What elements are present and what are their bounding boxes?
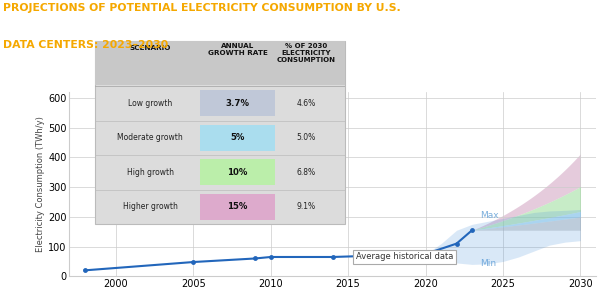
FancyBboxPatch shape — [200, 159, 275, 185]
Text: 5%: 5% — [231, 134, 244, 142]
Text: 3.7%: 3.7% — [226, 99, 249, 108]
Text: 15%: 15% — [228, 202, 247, 212]
FancyBboxPatch shape — [200, 90, 275, 116]
Text: 4.6%: 4.6% — [297, 99, 316, 108]
FancyBboxPatch shape — [200, 125, 275, 151]
Text: Moderate growth: Moderate growth — [117, 134, 183, 142]
Text: Min: Min — [480, 259, 496, 268]
Text: % OF 2030
ELECTRICITY
CONSUMPTION: % OF 2030 ELECTRICITY CONSUMPTION — [277, 43, 336, 63]
Text: SCENARIO: SCENARIO — [129, 45, 171, 51]
FancyBboxPatch shape — [200, 194, 275, 220]
Y-axis label: Electricity Consumption (TWh/y): Electricity Consumption (TWh/y) — [36, 116, 45, 252]
FancyBboxPatch shape — [95, 41, 345, 85]
Text: 10%: 10% — [228, 168, 247, 177]
Text: 9.1%: 9.1% — [297, 202, 316, 212]
Text: PROJECTIONS OF POTENTIAL ELECTRICITY CONSUMPTION BY U.S.: PROJECTIONS OF POTENTIAL ELECTRICITY CON… — [3, 3, 401, 13]
Text: Higher growth: Higher growth — [123, 202, 178, 212]
Text: ANNUAL
GROWTH RATE: ANNUAL GROWTH RATE — [208, 43, 267, 56]
Text: DATA CENTERS: 2023–2030: DATA CENTERS: 2023–2030 — [3, 40, 169, 50]
Text: 5.0%: 5.0% — [297, 134, 316, 142]
Text: Max: Max — [480, 211, 498, 220]
Text: Average historical data: Average historical data — [356, 252, 453, 262]
Text: Low growth: Low growth — [128, 99, 172, 108]
Text: 6.8%: 6.8% — [297, 168, 316, 177]
Text: High growth: High growth — [126, 168, 173, 177]
FancyBboxPatch shape — [95, 41, 345, 224]
